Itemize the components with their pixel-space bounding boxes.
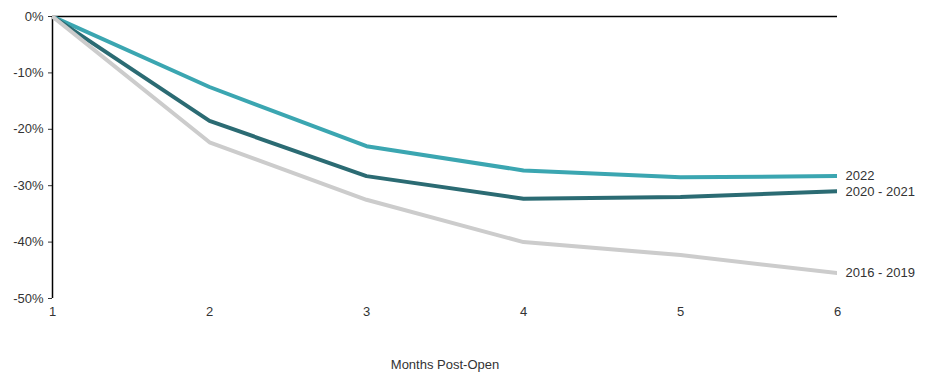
svg-text:2020 - 2021: 2020 - 2021 xyxy=(846,184,915,199)
svg-text:2022: 2022 xyxy=(846,168,875,183)
svg-text:5: 5 xyxy=(677,304,684,319)
svg-text:1: 1 xyxy=(49,304,56,319)
svg-text:-30%: -30% xyxy=(13,178,44,193)
svg-text:-50%: -50% xyxy=(13,291,44,306)
svg-text:2: 2 xyxy=(206,304,213,319)
svg-text:6: 6 xyxy=(834,304,841,319)
svg-text:2016 - 2019: 2016 - 2019 xyxy=(846,265,915,280)
svg-text:0%: 0% xyxy=(25,9,44,24)
svg-text:-40%: -40% xyxy=(13,234,44,249)
svg-text:-10%: -10% xyxy=(13,65,44,80)
svg-text:-20%: -20% xyxy=(13,121,44,136)
svg-text:Months Post-Open: Months Post-Open xyxy=(391,357,499,372)
svg-text:3: 3 xyxy=(363,304,370,319)
svg-text:4: 4 xyxy=(520,304,527,319)
